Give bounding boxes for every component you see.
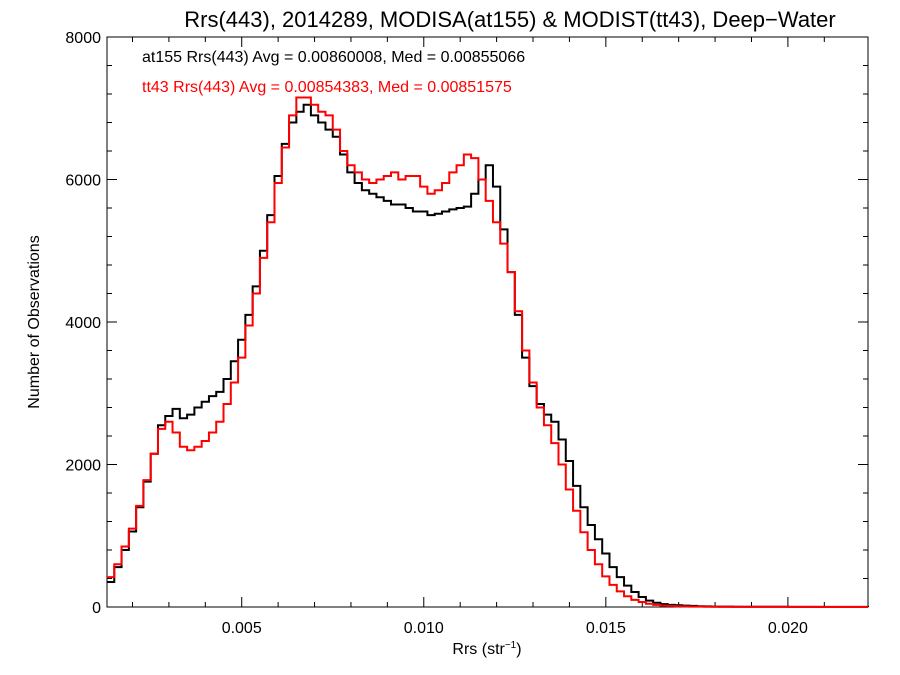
series-tt43-line [107,96,868,608]
y-tick-label: 4000 [65,315,101,332]
y-tick-label: 2000 [65,458,101,475]
plot-frame [106,36,869,608]
y-tick-label: 8000 [65,30,101,47]
annotation-at155: at155 Rrs(443) Avg = 0.00860008, Med = 0… [142,49,525,66]
series-layer [107,96,869,608]
annotation-tt43: tt43 Rrs(443) Avg = 0.00854383, Med = 0.… [142,79,512,96]
x-axis-label: Rrs (str−1) [452,640,521,658]
y-tick-label: 0 [92,600,101,617]
x-axis: 0.005 0.010 0.015 0.020 [131,37,825,637]
chart-title: Rrs(443), 2014289, MODISA(at155) & MODIS… [184,7,835,32]
series-at155-line [107,103,869,608]
y-axis-label: Number of Observations [26,235,43,408]
y-axis: 0 2000 4000 6000 8000 [65,30,868,617]
x-tick-label: 0.015 [586,620,626,637]
x-tick-label: 0.005 [222,620,262,637]
y-tick-label: 6000 [65,173,101,190]
x-tick-label: 0.020 [768,620,808,637]
x-tick-label: 0.010 [404,620,444,637]
